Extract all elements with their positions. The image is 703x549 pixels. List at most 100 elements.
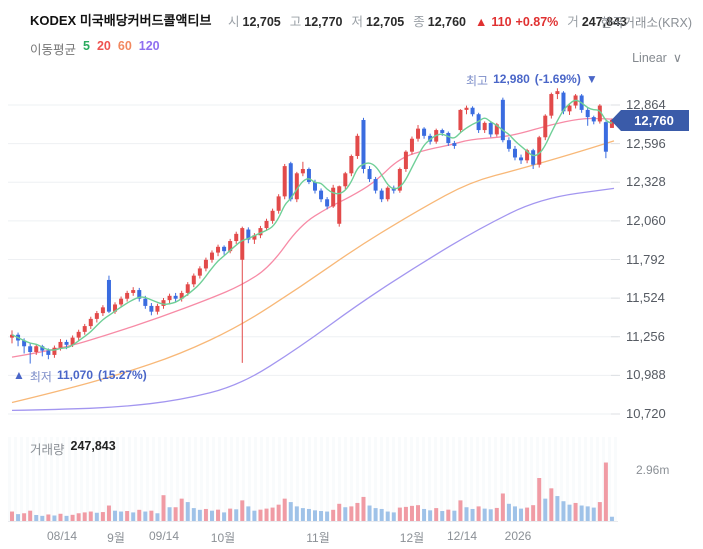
volume-bar xyxy=(270,507,275,521)
volume-bar xyxy=(452,510,457,521)
high-stat: 고 12,770 xyxy=(290,11,343,30)
volume-bar xyxy=(191,508,196,521)
candle-body xyxy=(379,190,384,200)
volume-bar xyxy=(282,498,287,521)
candle-body xyxy=(500,99,505,141)
low-value: 12,705 xyxy=(366,15,405,29)
candle-body xyxy=(343,173,348,187)
volume-bar xyxy=(403,506,408,521)
volume-bar xyxy=(343,507,348,521)
volume-bar xyxy=(325,511,330,521)
volume-bar xyxy=(367,505,372,521)
candle-body xyxy=(337,186,342,224)
scale-selector-dropdown[interactable]: Linear ∨ xyxy=(632,50,682,66)
volume-bar xyxy=(216,509,221,521)
ma-120-toggle[interactable]: 120 xyxy=(138,39,160,53)
volume-bar xyxy=(143,511,148,521)
volume-bar xyxy=(70,514,75,521)
candle-body xyxy=(464,107,469,110)
candle-body xyxy=(58,341,63,348)
candle-body xyxy=(555,91,560,95)
candle-body xyxy=(131,290,136,293)
candle-body xyxy=(100,307,105,314)
candle-body xyxy=(203,259,208,269)
volume-bar xyxy=(506,503,511,521)
volume-bar xyxy=(440,511,445,521)
change-value: 110 xyxy=(491,15,512,29)
price-tick-label: 11,524 xyxy=(626,290,665,306)
volume-bar xyxy=(355,502,360,521)
volume-bar xyxy=(416,505,421,521)
volume-bar xyxy=(531,505,536,521)
volume-bar xyxy=(58,513,63,521)
candle-body xyxy=(228,241,233,252)
candle-body xyxy=(234,233,239,242)
candle-body xyxy=(603,122,608,152)
candle-body xyxy=(288,163,293,200)
candle-body xyxy=(46,350,51,355)
time-tick-label: 12월 xyxy=(399,531,425,545)
time-tick-label: 11월 xyxy=(306,531,330,545)
candle-body xyxy=(549,94,554,116)
volume-bar xyxy=(203,508,208,521)
volume-bar xyxy=(409,505,414,521)
volume-bar xyxy=(349,506,354,521)
volume-bar xyxy=(567,504,572,521)
instrument-title: KODEX 미국배당커버드콜액티브 xyxy=(30,13,212,28)
candle-body xyxy=(446,132,451,144)
volume-bar xyxy=(512,506,517,521)
volume-bar xyxy=(52,515,57,521)
price-tick-label: 10,988 xyxy=(626,367,666,383)
volume-bar xyxy=(579,505,584,521)
candle-body xyxy=(173,295,178,299)
moving-average-legend: 이동평균 5 20 60 120 xyxy=(30,39,160,58)
ma-60-toggle[interactable]: 60 xyxy=(117,39,132,53)
ma-20-toggle[interactable]: 20 xyxy=(96,39,111,53)
volume-bar xyxy=(94,512,99,521)
candle-body xyxy=(167,295,172,301)
candle-body xyxy=(440,130,445,133)
volume-bar xyxy=(222,512,227,521)
ma-5-toggle[interactable]: 5 xyxy=(83,39,90,53)
volume-bar xyxy=(34,514,39,521)
volume-bar xyxy=(537,478,542,521)
volume-bar xyxy=(464,507,469,521)
candle-body xyxy=(106,279,111,312)
volume-bar xyxy=(300,508,305,521)
candle-body xyxy=(319,190,324,200)
candle-body xyxy=(197,268,202,276)
volume-bar xyxy=(64,515,69,521)
volume-bar xyxy=(458,500,463,521)
volume-bar xyxy=(313,510,317,521)
candle-body xyxy=(209,252,214,260)
ma60-line xyxy=(11,140,615,404)
candle-body xyxy=(331,187,336,207)
volume-bar xyxy=(179,498,184,521)
scale-selector-value[interactable]: Linear xyxy=(632,50,667,65)
volume-bar xyxy=(573,502,578,521)
volume-bar xyxy=(288,502,293,521)
lowest-price-annotation: ▲ 최저 11,070 (15.27%) xyxy=(13,368,147,385)
volume-bar xyxy=(555,496,560,521)
volume-bar xyxy=(482,508,487,521)
candle-body xyxy=(591,117,596,122)
volume-bar xyxy=(428,510,433,521)
open-label: 시 xyxy=(228,15,240,29)
volume-bar xyxy=(240,500,245,521)
volume-bar xyxy=(549,488,554,521)
candle-body xyxy=(506,140,511,149)
candle-body xyxy=(240,228,245,260)
candle-body xyxy=(403,151,408,169)
candle-body xyxy=(125,292,130,299)
candle-body xyxy=(246,229,251,240)
volume-bar xyxy=(446,509,451,521)
candle-body xyxy=(422,128,427,136)
candle-body xyxy=(76,331,81,338)
volume-bar xyxy=(276,504,281,521)
candle-body xyxy=(161,300,166,306)
volume-bar xyxy=(137,509,142,521)
volume-bar xyxy=(603,462,608,521)
volume-bar xyxy=(76,513,81,521)
